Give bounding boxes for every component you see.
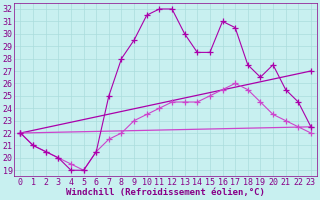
X-axis label: Windchill (Refroidissement éolien,°C): Windchill (Refroidissement éolien,°C) <box>66 188 265 197</box>
